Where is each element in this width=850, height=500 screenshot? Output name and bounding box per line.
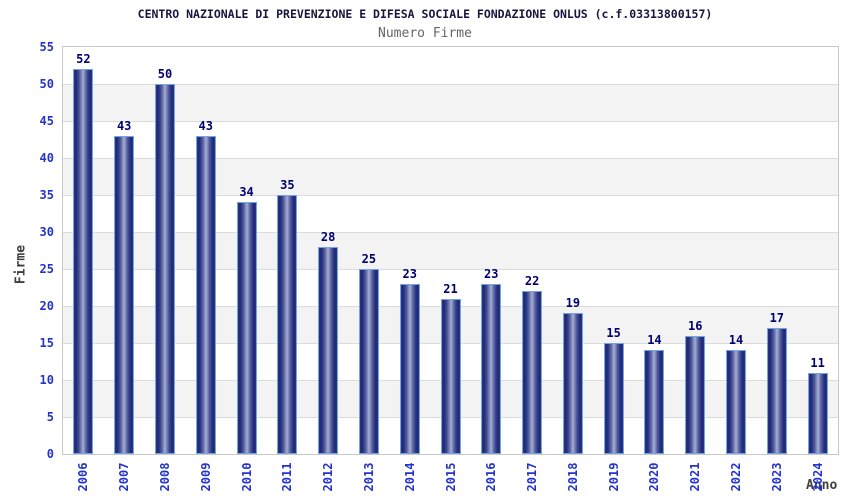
bar-value-label: 21: [443, 281, 458, 296]
x-tick-label: 2015: [443, 462, 458, 492]
bar-value-label: 15: [606, 326, 621, 340]
plot-band: [63, 232, 838, 269]
y-tick-label: 55: [39, 40, 54, 54]
y-tick-label: 25: [39, 262, 54, 276]
y-axis-title: Firme: [13, 244, 29, 285]
bar: [603, 343, 624, 454]
bar: [440, 298, 461, 454]
bar-value-label: 52: [76, 52, 91, 67]
bar: [807, 372, 828, 454]
bar-value-label: 11: [810, 355, 825, 370]
y-tick-label: 15: [39, 336, 54, 350]
bar-value-label: 34: [239, 185, 254, 200]
bar-value-label: 14: [647, 333, 662, 348]
bar-value-label: 14: [728, 333, 744, 348]
bar-value-label: 43: [198, 118, 213, 133]
y-tick-label: 45: [39, 114, 54, 128]
x-tick-label: 2016: [484, 462, 499, 492]
bar: [318, 246, 339, 454]
x-tick-label: 2022: [729, 462, 744, 492]
plot-area: 52 43 50 43 34 35 28 25 23 21 23 22 19 15 14 16 14 17 11: [62, 46, 839, 455]
chart-title: CENTRO NAZIONALE DI PREVENZIONE E DIFESA…: [137, 7, 713, 21]
gridline: [63, 121, 838, 122]
bar-value-label: 23: [402, 266, 417, 281]
bar-value-label: 28: [320, 229, 336, 244]
gridline: [63, 269, 838, 270]
x-tick-label: 2017: [525, 462, 540, 492]
bar-value-label: 23: [484, 266, 499, 281]
x-tick-label: 2014: [402, 462, 417, 492]
x-tick-label: 2009: [198, 462, 213, 492]
x-tick-label: 2011: [280, 462, 295, 492]
plot-band: [63, 84, 838, 121]
gridline: [63, 158, 838, 159]
x-tick-label: 2021: [688, 462, 703, 492]
x-tick-label: 2010: [239, 462, 254, 492]
x-tick-label: 2019: [606, 462, 621, 492]
y-tick-label: 20: [39, 299, 54, 313]
y-tick-label: 30: [39, 225, 54, 239]
bar: [277, 195, 298, 454]
bar-value-label: 22: [524, 274, 540, 289]
x-tick-label: 2007: [117, 462, 132, 492]
bar: [114, 135, 135, 454]
y-tick-label: 35: [39, 188, 54, 202]
x-tick-label: 2012: [321, 462, 336, 492]
bar-value-label: 50: [157, 67, 173, 81]
x-axis-title: Anno: [806, 478, 838, 493]
x-tick-label: 2013: [361, 462, 376, 492]
y-tick-label: 5: [46, 410, 54, 424]
x-tick-label: 2008: [157, 462, 172, 492]
bar: [195, 135, 216, 454]
x-tick-label: 2018: [565, 462, 580, 492]
bar: [685, 335, 706, 454]
bar: [236, 202, 257, 454]
bar: [399, 283, 420, 454]
bar: [766, 328, 787, 454]
x-tick-label: 2020: [647, 462, 662, 492]
x-tick-label: 2023: [769, 462, 784, 492]
gridline: [63, 84, 838, 85]
x-tick-label: 2006: [76, 462, 91, 492]
y-tick-label: 0: [46, 447, 54, 461]
y-tick-label: 40: [39, 151, 54, 165]
gridline: [63, 195, 838, 196]
x-tick-label: 2024: [810, 462, 825, 492]
bar-value-label: 19: [565, 296, 581, 311]
bar: [73, 69, 94, 454]
y-tick-label: 10: [39, 373, 54, 387]
bar-value-label: 17: [769, 311, 785, 326]
chart-subtitle: Numero Firme: [378, 26, 472, 41]
bar: [154, 84, 175, 454]
bar: [522, 291, 543, 454]
bar-value-label: 35: [280, 178, 295, 192]
bar-value-label: 16: [688, 318, 703, 333]
bar: [644, 350, 665, 454]
plot-band: [63, 158, 838, 195]
bar-value-label: 43: [116, 118, 132, 133]
bar: [726, 350, 747, 454]
bar-value-label: 25: [361, 252, 377, 266]
gridline: [63, 232, 838, 233]
bar: [481, 283, 502, 454]
y-tick-label: 50: [39, 77, 54, 91]
bar: [358, 269, 379, 454]
bar: [562, 313, 583, 454]
